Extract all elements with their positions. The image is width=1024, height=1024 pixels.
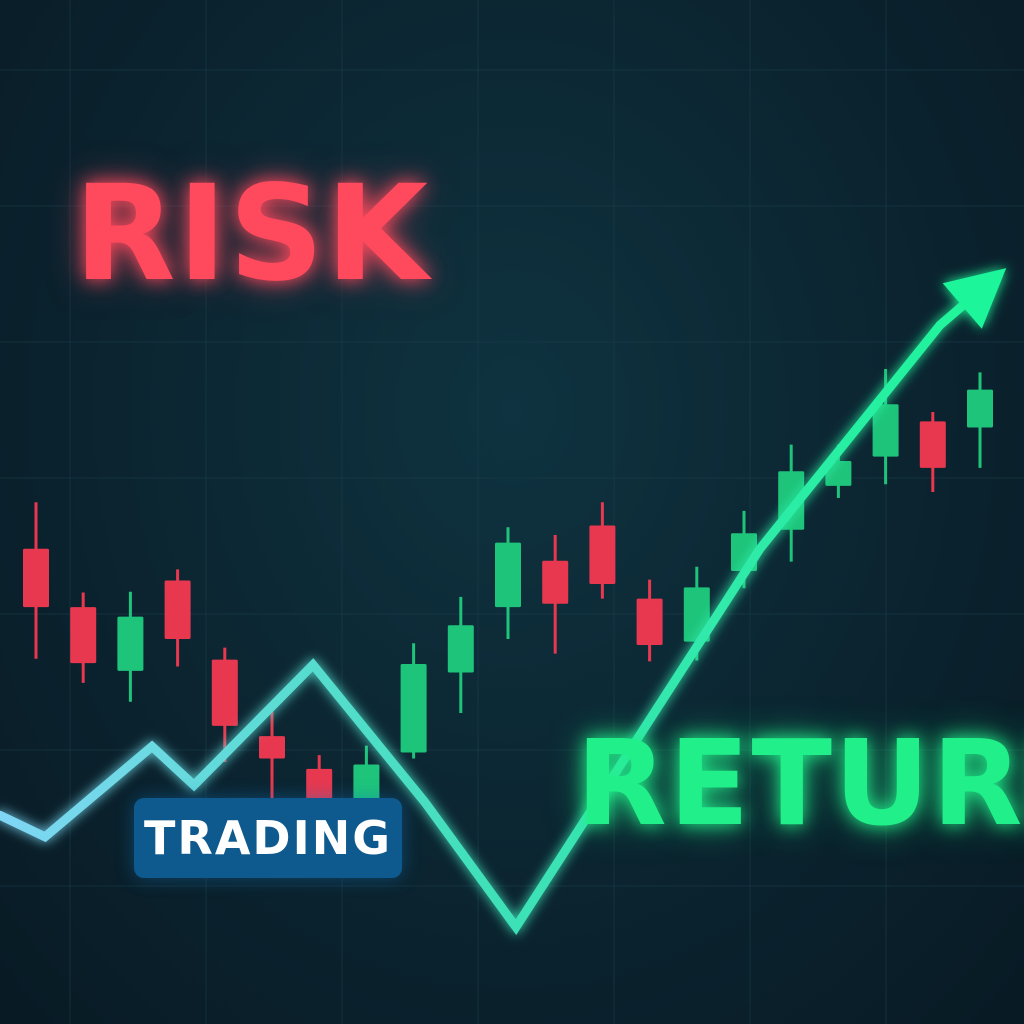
candle-body: [683, 587, 710, 642]
candle-body: [117, 616, 144, 671]
trading-badge: TRADING: [134, 798, 402, 878]
candle-body: [919, 421, 946, 468]
bullish-candle: [400, 643, 427, 759]
trend-line: [0, 281, 990, 936]
candle-body: [636, 598, 663, 646]
candle-body: [259, 736, 285, 759]
bearish-candle: [70, 592, 97, 683]
trading-badge-label: TRADING: [144, 811, 392, 865]
bearish-candle: [919, 411, 946, 492]
candle-body: [825, 460, 852, 486]
candle-body: [400, 663, 427, 753]
candle-body: [872, 404, 899, 457]
candle-body: [495, 542, 521, 608]
bearish-candle: [636, 579, 663, 662]
candle-body: [211, 659, 238, 726]
bullish-candle: [967, 372, 993, 468]
bearish-candle: [164, 569, 191, 667]
candle-body: [542, 560, 569, 604]
candle-body: [589, 525, 616, 584]
candle-body: [164, 580, 191, 639]
bearish-candle: [589, 502, 616, 599]
return-headline: RETURN: [576, 714, 1024, 852]
risk-headline: RISK: [74, 157, 431, 311]
bearish-candle: [211, 647, 238, 762]
candle-body: [23, 548, 49, 608]
up-arrow-icon: [942, 268, 1007, 329]
trend-line-group: [0, 268, 1007, 936]
bullish-candle: [447, 596, 474, 713]
candle-body: [447, 625, 474, 673]
bearish-candle: [259, 710, 285, 800]
bearish-candle: [542, 534, 569, 654]
candle-body: [967, 389, 993, 428]
bearish-candle: [23, 502, 49, 659]
candle-body: [70, 607, 97, 664]
bullish-candle: [495, 527, 521, 639]
candlestick-series: [23, 368, 993, 842]
bullish-candle: [117, 591, 144, 702]
